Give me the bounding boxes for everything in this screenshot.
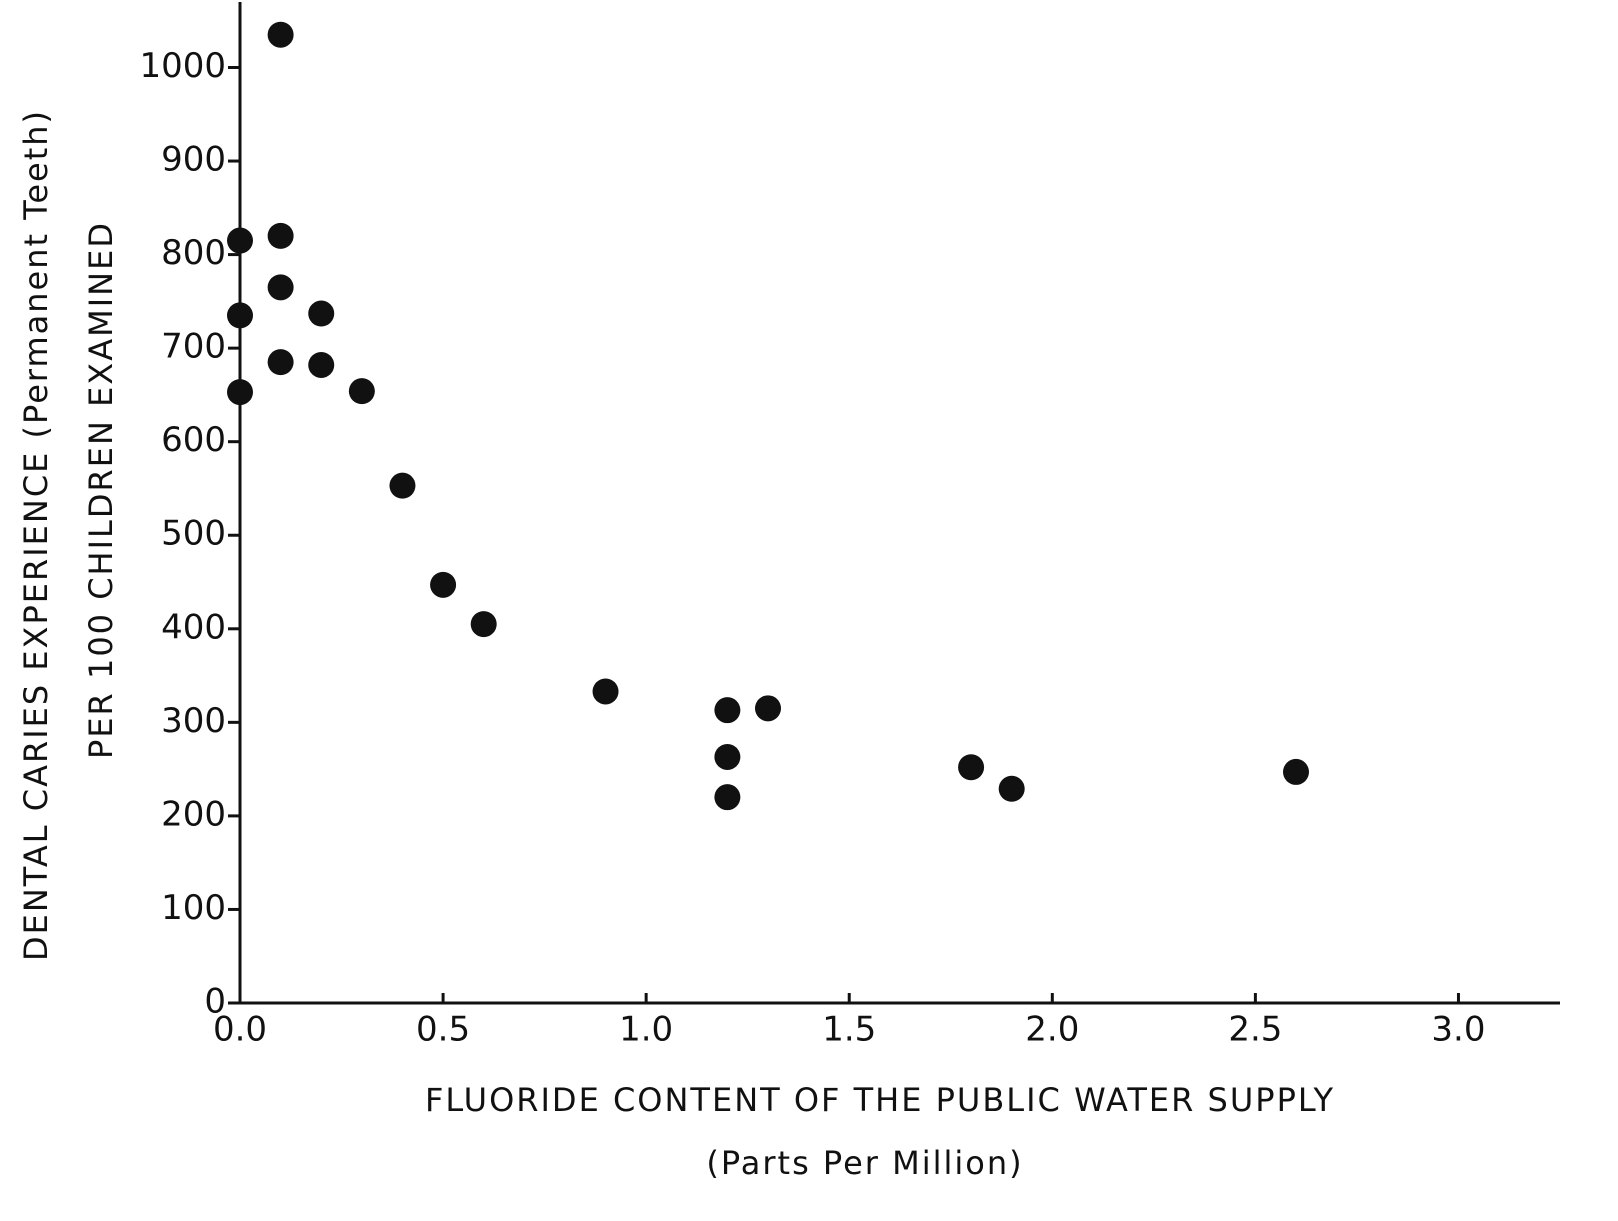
- point: [430, 571, 457, 598]
- y-axis-label: DENTAL CARIES EXPERIENCE (Permanent Teet…: [17, 109, 55, 961]
- x-tick-label: 0.5: [416, 1010, 470, 1050]
- point: [348, 378, 375, 405]
- point: [308, 300, 335, 327]
- y-tick-label: 800: [161, 233, 226, 273]
- point: [592, 678, 619, 705]
- y-tick-label: 700: [161, 327, 226, 367]
- y-axis-sublabel: PER 100 CHILDREN EXAMINED: [82, 221, 120, 759]
- y-tick-label: 0: [204, 982, 226, 1022]
- point: [998, 775, 1025, 802]
- y-tick-label: 300: [161, 701, 226, 741]
- point: [267, 222, 294, 249]
- point: [267, 21, 294, 48]
- point: [958, 754, 985, 781]
- point: [308, 351, 335, 378]
- y-tick-label: 900: [161, 140, 226, 180]
- point: [714, 743, 741, 770]
- point: [267, 349, 294, 376]
- point: [267, 274, 294, 301]
- point: [227, 302, 253, 329]
- point: [714, 697, 741, 724]
- x-axis-sublabel: (Parts Per Million): [706, 1144, 1023, 1182]
- y-tick-label: 400: [161, 607, 226, 647]
- point: [714, 784, 741, 811]
- y-tick-label: 1000: [139, 46, 226, 86]
- x-tick-label: 1.0: [619, 1010, 673, 1050]
- y-tick-label: 100: [161, 888, 226, 928]
- point: [470, 611, 497, 638]
- point: [227, 379, 253, 406]
- point: [755, 695, 781, 722]
- x-tick-label: 0.0: [213, 1010, 267, 1050]
- x-axis-label: FLUORIDE CONTENT OF THE PUBLIC WATER SUP…: [425, 1081, 1335, 1119]
- y-tick-label: 200: [161, 794, 226, 834]
- point: [1283, 758, 1309, 785]
- x-tick-label: 3.0: [1431, 1010, 1485, 1050]
- y-tick-label: 500: [161, 514, 226, 554]
- point: [389, 472, 416, 499]
- x-tick-label: 2.5: [1228, 1010, 1282, 1050]
- y-tick-label: 600: [161, 420, 226, 460]
- x-tick-label: 1.5: [822, 1010, 876, 1050]
- point: [227, 227, 253, 254]
- x-tick-label: 2.0: [1025, 1010, 1079, 1050]
